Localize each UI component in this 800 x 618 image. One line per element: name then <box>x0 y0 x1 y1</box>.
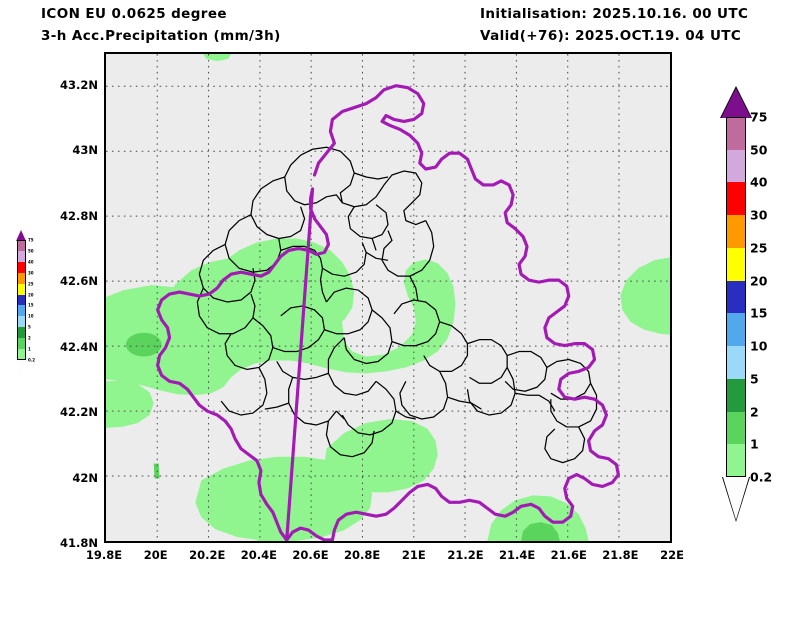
colorbar-band <box>17 283 26 295</box>
colorbar-band <box>726 346 746 379</box>
mini-colorbar-top-arrow <box>16 230 26 241</box>
colorbar-tick: 75 <box>750 109 768 125</box>
y-axis-tick: 43N <box>72 143 98 158</box>
colorbar-band <box>726 444 746 477</box>
graticule-grid <box>106 54 670 541</box>
colorbar-tick: 2 <box>750 404 759 420</box>
colorbar-band <box>17 349 26 360</box>
colorbar-band <box>726 182 746 216</box>
y-axis-tick: 42.2N <box>60 405 98 420</box>
precipitation-map-svg <box>106 54 670 541</box>
field-name-label: 3-h Acc.Precipitation (mm/3h) <box>41 28 281 44</box>
colorbar-tick: 15 <box>750 305 768 321</box>
colorbar-band <box>726 117 746 150</box>
y-axis-tick: 42.6N <box>60 274 98 289</box>
mini-colorbar-bottom-arrow <box>16 360 26 376</box>
colorbar-tick: 30 <box>750 207 768 223</box>
initialisation-label: Initialisation: 2025.10.16. 00 UTC <box>480 6 749 22</box>
colorbar-band <box>17 272 26 284</box>
y-axis-tick: 42.4N <box>60 339 98 354</box>
x-axis-tick: 20.8E <box>344 548 381 562</box>
precipitation-colorbar <box>726 117 746 477</box>
colorbar-band <box>726 411 746 445</box>
colorbar-tick: 1 <box>28 346 31 352</box>
colorbar-band <box>17 316 26 328</box>
municipality-boundaries <box>196 146 598 464</box>
colorbar-band <box>17 338 26 350</box>
colorbar-band <box>726 215 746 248</box>
colorbar-tick: 10 <box>750 338 768 354</box>
colorbar-band <box>726 378 746 412</box>
colorbar-band <box>726 149 746 183</box>
colorbar-band <box>17 294 26 306</box>
y-axis-tick: 42.8N <box>60 208 98 223</box>
colorbar-tick: 40 <box>28 259 34 265</box>
colorbar-band <box>726 313 746 347</box>
colorbar-tick: 20 <box>28 292 34 298</box>
colorbar-tick: 20 <box>750 273 768 289</box>
kosovo-national-border <box>156 84 620 541</box>
precipitation-shading-layer <box>106 54 670 541</box>
x-axis-tick: 21.2E <box>447 548 484 562</box>
map-plot-area <box>104 52 672 543</box>
colorbar-tick: 1 <box>750 436 759 452</box>
x-axis-tick: 21E <box>401 548 426 562</box>
model-name-label: ICON EU 0.0625 degree <box>41 6 227 22</box>
x-axis-tick: 21.6E <box>550 548 587 562</box>
colorbar-tick: 25 <box>750 240 768 256</box>
y-axis-tick: 42N <box>72 470 98 485</box>
colorbar-band <box>17 240 26 251</box>
colorbar-band <box>17 261 26 273</box>
x-axis-tick: 19.8E <box>85 548 123 562</box>
colorbar-top-arrow <box>721 88 751 118</box>
colorbar-tick: 5 <box>750 371 759 387</box>
colorbar-tick: 75 <box>28 237 34 243</box>
y-axis-tick: 41.8N <box>60 536 98 550</box>
colorbar-tick: 40 <box>750 174 768 190</box>
y-axis-tick: 43.2N <box>60 77 98 92</box>
x-axis-tick: 20.4E <box>240 548 278 562</box>
colorbar-tick: 2 <box>28 335 31 341</box>
valid-time-label: Valid(+76): 2025.OCT.19. 04 UTC <box>480 28 742 44</box>
colorbar-band <box>17 327 26 339</box>
colorbar-bottom-arrow <box>723 477 749 520</box>
x-axis-tick: 20E <box>143 548 168 562</box>
colorbar-band <box>726 247 746 281</box>
colorbar-tick: 0.2 <box>750 469 773 485</box>
colorbar-band <box>726 280 746 314</box>
colorbar-band <box>17 305 26 317</box>
colorbar-tick: 5 <box>28 324 31 330</box>
colorbar-tick: 30 <box>28 270 34 276</box>
colorbar-tick: 50 <box>28 248 34 254</box>
colorbar-tick: 15 <box>28 302 34 308</box>
colorbar-tick: 50 <box>750 142 768 158</box>
x-axis-tick: 20.6E <box>292 548 329 562</box>
mini-precipitation-colorbar <box>17 240 26 360</box>
colorbar-tick: 25 <box>28 281 34 287</box>
colorbar-tick: 0.2 <box>28 357 36 363</box>
x-axis-tick: 21.4E <box>498 548 536 562</box>
x-axis-tick: 20.2E <box>189 548 226 562</box>
colorbar-band <box>17 250 26 262</box>
x-axis-tick: 22E <box>660 548 684 562</box>
colorbar-tick: 10 <box>28 313 34 319</box>
x-axis-tick: 21.8E <box>602 548 639 562</box>
